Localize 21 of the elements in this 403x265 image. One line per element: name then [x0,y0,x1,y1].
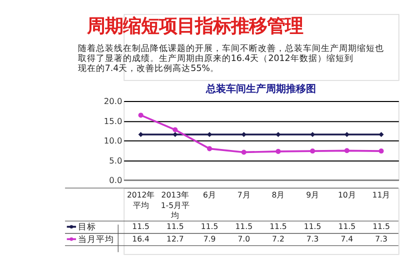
legend-label: 目标 [78,222,96,233]
point [276,132,281,138]
point [344,148,350,154]
legend-label: 当月平均 [78,234,114,245]
point [378,148,384,154]
chart-subtitle: 总装车间生产周期推移图 [205,82,316,95]
point [172,127,178,132]
point [241,150,246,155]
point [276,148,281,154]
point [378,132,384,138]
y-tick-label: 0.0 [109,175,122,185]
y-tick-label: 15.0 [104,116,122,126]
y-tick-label: 5.0 [109,155,122,166]
point [138,112,144,118]
chart-title: 周期缩短项目指标推移管理 [86,16,304,37]
y-tick-label: 20.0 [104,96,122,106]
text: 随着总装线在制品降低课题的开展，车间不断改善，总装车间生产周期缩短也取得了显著的成绩。生产周期由原来的16.4天（2012年数据）缩短到现在的7.4天，改善比例高达55%。 [78,43,384,74]
point [310,148,316,154]
point [207,146,212,152]
y-tick-label: 10.0 [104,136,122,146]
point [138,132,144,138]
